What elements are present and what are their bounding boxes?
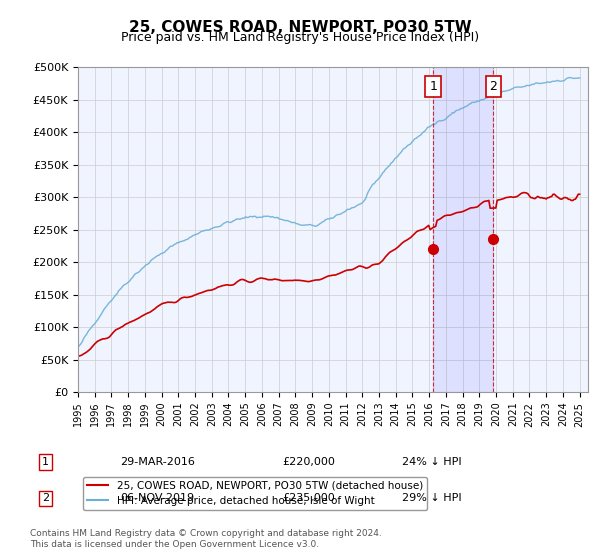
Text: 1: 1 — [42, 457, 49, 467]
Text: 24% ↓ HPI: 24% ↓ HPI — [402, 457, 461, 467]
Text: 06-NOV-2019: 06-NOV-2019 — [120, 493, 194, 503]
Text: 29-MAR-2016: 29-MAR-2016 — [120, 457, 195, 467]
Text: Contains HM Land Registry data © Crown copyright and database right 2024.
This d: Contains HM Land Registry data © Crown c… — [30, 529, 382, 549]
Text: Price paid vs. HM Land Registry's House Price Index (HPI): Price paid vs. HM Land Registry's House … — [121, 31, 479, 44]
Bar — [433, 67, 493, 392]
Text: £235,000: £235,000 — [282, 493, 335, 503]
Text: 1: 1 — [429, 80, 437, 93]
Text: 2: 2 — [490, 80, 497, 93]
Text: £220,000: £220,000 — [282, 457, 335, 467]
Text: 25, COWES ROAD, NEWPORT, PO30 5TW: 25, COWES ROAD, NEWPORT, PO30 5TW — [128, 20, 472, 35]
Legend: 25, COWES ROAD, NEWPORT, PO30 5TW (detached house), HPI: Average price, detached: 25, COWES ROAD, NEWPORT, PO30 5TW (detac… — [83, 477, 427, 510]
Text: 29% ↓ HPI: 29% ↓ HPI — [402, 493, 461, 503]
Text: 2: 2 — [42, 493, 49, 503]
